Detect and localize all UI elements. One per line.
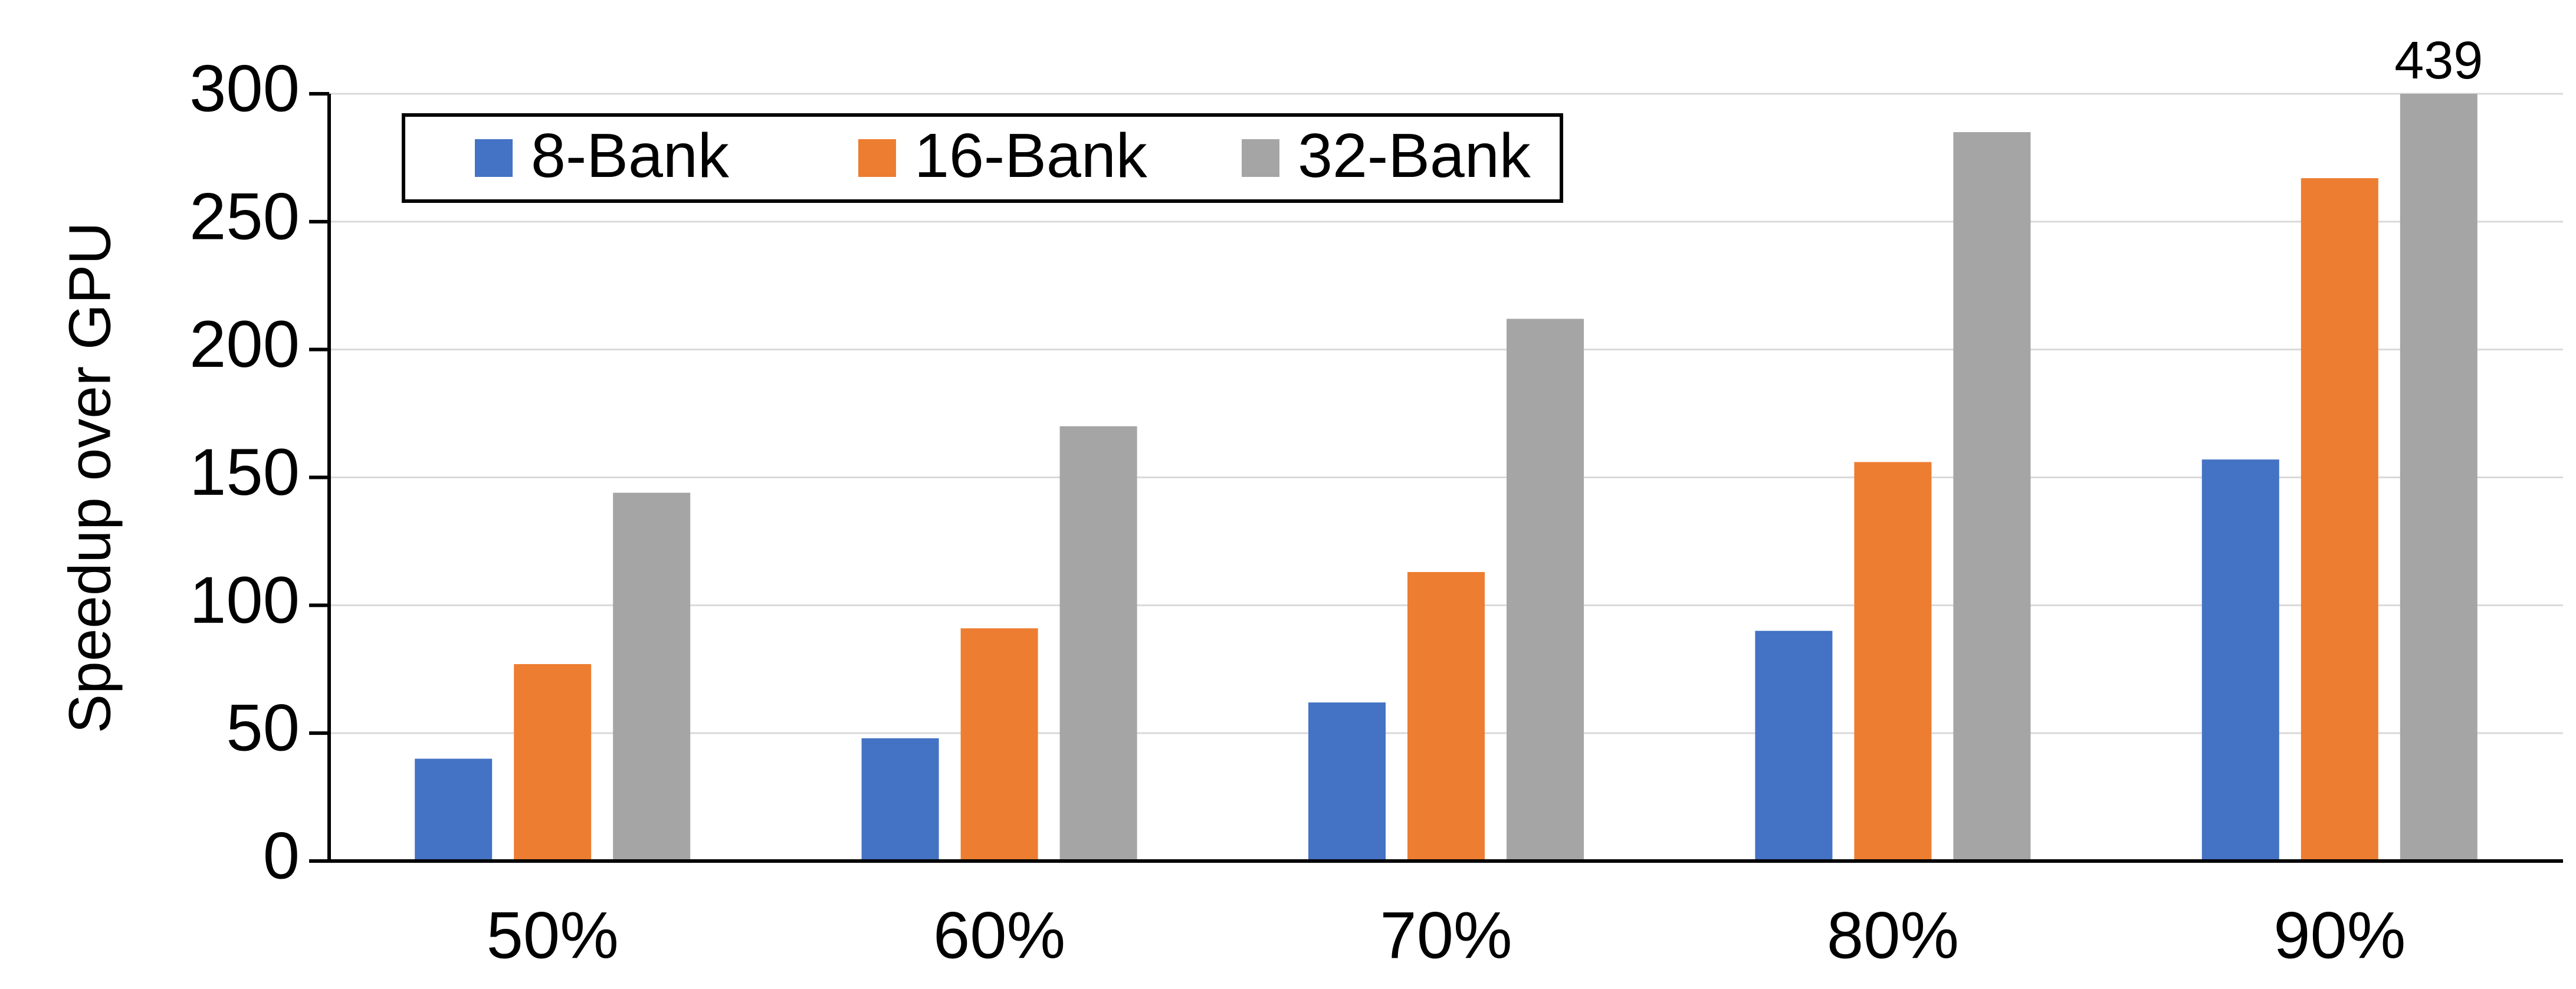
bar	[1308, 702, 1386, 861]
bar	[2400, 94, 2477, 861]
x-tick-label: 50%	[487, 899, 619, 972]
bar	[1407, 571, 1485, 861]
legend-swatch	[1242, 139, 1279, 177]
y-tick-label: 50	[226, 691, 300, 765]
x-tick-label: 70%	[1380, 899, 1512, 972]
x-tick-label: 90%	[2273, 899, 2406, 972]
bar	[415, 758, 493, 861]
legend-swatch	[858, 139, 896, 177]
bar	[2201, 459, 2279, 861]
legend-label: 32-Bank	[1298, 121, 1531, 190]
overlay: 0 50 100 150 200 250 300 50% 60% 70% 80% 90% 439 8-Ba…	[189, 31, 2563, 972]
y-tick-label: 150	[189, 435, 300, 509]
y-tick-label: 200	[189, 307, 300, 381]
y-tick-label: 300	[189, 52, 300, 126]
bar	[861, 738, 939, 861]
y-tick-label: 100	[189, 563, 300, 637]
bar	[1059, 426, 1137, 861]
x-tick-label: 60%	[933, 899, 1065, 972]
legend-swatch	[475, 139, 513, 177]
bar	[1953, 132, 2031, 861]
bar	[960, 628, 1038, 861]
y-axis-label: Speedup over GPU	[57, 222, 123, 733]
bar	[1854, 462, 1932, 861]
bar	[613, 492, 691, 861]
bars	[415, 94, 2477, 861]
y-tick-label: 250	[189, 179, 300, 253]
bar	[1755, 630, 1833, 861]
bar	[1507, 318, 1584, 861]
x-tick-label: 80%	[1827, 899, 1959, 972]
bar	[514, 664, 592, 861]
value-label: 439	[2394, 31, 2483, 90]
legend-label: 8-Bank	[531, 121, 730, 190]
y-tick-label: 0	[263, 819, 300, 893]
legend-label: 16-Bank	[914, 121, 1148, 190]
legend-box	[402, 113, 1563, 203]
bar	[2301, 178, 2378, 861]
